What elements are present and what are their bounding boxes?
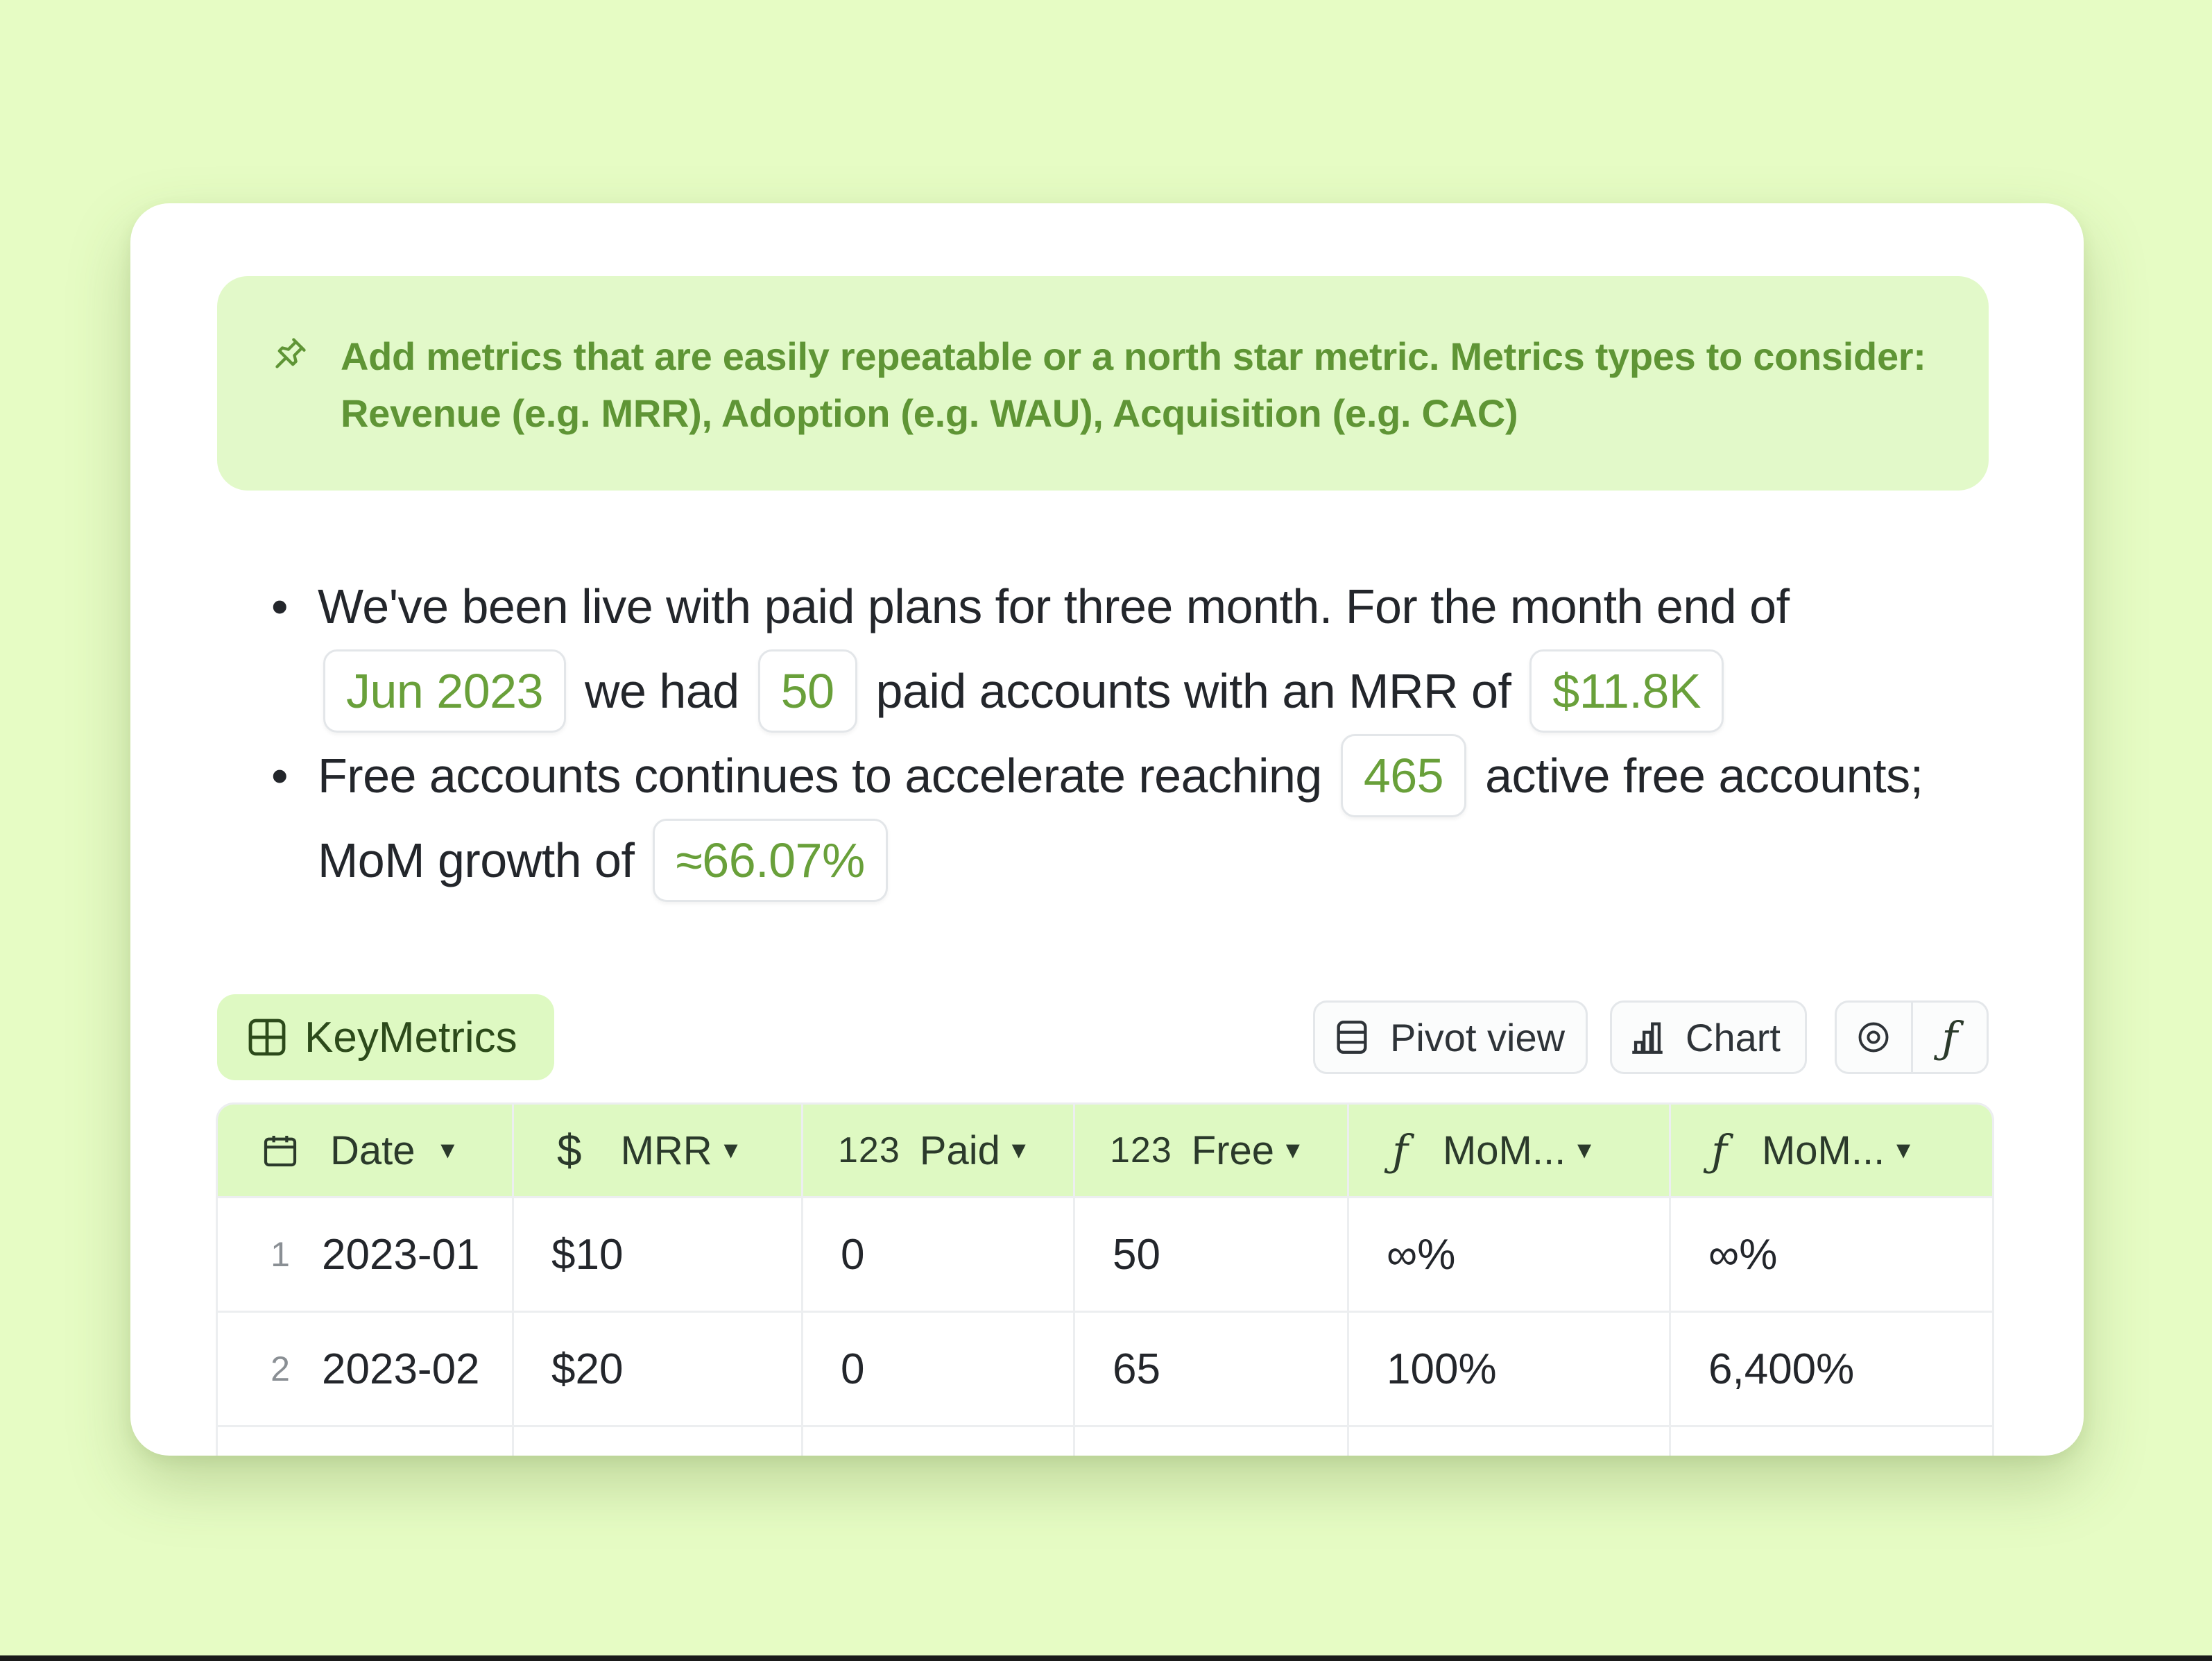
row-number: 2 (271, 1349, 290, 1388)
calendar-icon (264, 1136, 297, 1167)
chart-button[interactable]: Chart (1610, 1000, 1807, 1074)
mrr-cell[interactable]: $10 (512, 1198, 801, 1311)
visibility-button[interactable] (1837, 1003, 1911, 1072)
mom-1-cell[interactable] (1347, 1427, 1669, 1456)
summary-bullet-1: • We've been live with paid plans for th… (241, 564, 2003, 733)
formula-button[interactable]: ƒ (1910, 1003, 1987, 1072)
column-header-paid[interactable]: 123 Paid ▼ (801, 1105, 1073, 1196)
table-grid-icon (248, 1019, 286, 1056)
bar-chart-icon (1632, 1022, 1663, 1054)
table-row[interactable]: 2 2023-02 $20 0 65 100% 6,400% (218, 1311, 1992, 1425)
date-value: 2023-01 (322, 1230, 480, 1279)
summary-text: we had (585, 664, 739, 718)
column-header-label: MoM... (1442, 1127, 1566, 1173)
free-cell[interactable] (1073, 1427, 1347, 1456)
mrr-cell[interactable]: $20 (512, 1313, 801, 1425)
summary-text: active free accounts; (1485, 749, 1923, 803)
summary-text: Free accounts continues to accelerate re… (318, 749, 1322, 803)
mom-2-cell[interactable] (1669, 1427, 1992, 1456)
column-header-label: Free (1191, 1127, 1275, 1173)
table-name-label: KeyMetrics (305, 1013, 517, 1062)
mom-2-cell[interactable]: 6,400% (1669, 1313, 1992, 1425)
date-value: 2023-02 (322, 1345, 480, 1393)
mrr-chip[interactable]: $11.8K (1529, 649, 1724, 733)
mom-2-cell[interactable]: ∞% (1669, 1198, 1992, 1311)
summary-text: We've been live with paid plans for thre… (318, 579, 1790, 633)
column-header-free[interactable]: 123 Free ▼ (1073, 1105, 1347, 1196)
mom-1-cell[interactable]: 100% (1347, 1313, 1669, 1425)
bottom-edge (0, 1655, 2212, 1661)
table-name-tab[interactable]: KeyMetrics (217, 994, 554, 1080)
row-number: 1 (271, 1235, 290, 1274)
chevron-down-icon: ▼ (436, 1136, 460, 1164)
number-type-icon: 123 (1110, 1130, 1172, 1170)
free-count-chip[interactable]: 465 (1340, 734, 1467, 817)
function-icon: ƒ (1392, 1125, 1408, 1176)
column-header-mom-1[interactable]: ƒ MoM... ▼ (1347, 1105, 1669, 1196)
column-header-mom-2[interactable]: ƒ MoM... ▼ (1669, 1105, 1992, 1196)
column-header-label: MRR (620, 1127, 712, 1173)
callout: Add metrics that are easily repeatable o… (217, 276, 1989, 491)
function-icon: ƒ (1941, 1012, 1958, 1063)
month-chip[interactable]: Jun 2023 (323, 649, 567, 733)
metrics-table: Date ▼ $ MRR ▼ 123 Paid ▼ 123 Free ▼ ƒ M… (216, 1102, 1994, 1456)
mrr-cell[interactable] (512, 1427, 801, 1456)
pin-icon (275, 338, 306, 368)
pivot-icon (1337, 1021, 1367, 1054)
column-header-label: MoM... (1761, 1127, 1885, 1173)
date-cell[interactable] (218, 1427, 512, 1456)
function-icon: ƒ (1711, 1125, 1727, 1176)
chart-label: Chart (1686, 1015, 1781, 1059)
table-header: Date ▼ $ MRR ▼ 123 Paid ▼ 123 Free ▼ ƒ M… (218, 1105, 1992, 1196)
mom-1-cell[interactable]: ∞% (1347, 1198, 1669, 1311)
column-header-date[interactable]: Date ▼ (218, 1105, 512, 1196)
summary-bullet-2: • Free accounts continues to accelerate … (241, 733, 2003, 903)
paid-count-chip[interactable]: 50 (757, 649, 857, 733)
summary-list: • We've been live with paid plans for th… (241, 564, 2003, 903)
paid-cell[interactable]: 0 (801, 1198, 1073, 1311)
date-cell[interactable]: 1 2023-01 (218, 1198, 512, 1311)
free-cell[interactable]: 50 (1073, 1198, 1347, 1311)
eye-icon (1858, 1022, 1889, 1053)
callout-line-1: Add metrics that are easily repeatable o… (341, 334, 1926, 378)
table-row[interactable] (218, 1425, 1992, 1456)
pivot-view-label: Pivot view (1390, 1015, 1566, 1059)
bullet-dot: • (271, 749, 289, 803)
paid-cell[interactable] (801, 1427, 1073, 1456)
table-row[interactable]: 1 2023-01 $10 0 50 ∞% ∞% (218, 1196, 1992, 1311)
summary-text: paid accounts with an MRR of (875, 664, 1511, 718)
number-type-icon: 123 (838, 1130, 900, 1170)
summary-text: MoM growth of (318, 833, 635, 887)
bullet-dot: • (271, 579, 289, 633)
growth-chip[interactable]: ≈66.07% (653, 819, 888, 902)
document-card: Add metrics that are easily repeatable o… (130, 203, 2084, 1456)
column-header-label: Paid (919, 1127, 1000, 1173)
chevron-down-icon: ▼ (1281, 1136, 1305, 1164)
date-cell[interactable]: 2 2023-02 (218, 1313, 512, 1425)
chevron-down-icon: ▼ (1572, 1136, 1596, 1164)
pivot-view-button[interactable]: Pivot view (1313, 1000, 1588, 1074)
free-cell[interactable]: 65 (1073, 1313, 1347, 1425)
chevron-down-icon: ▼ (1892, 1136, 1915, 1164)
paid-cell[interactable]: 0 (801, 1313, 1073, 1425)
column-header-label: Date (330, 1127, 415, 1173)
dollar-icon: $ (557, 1125, 582, 1175)
view-options-group: ƒ (1835, 1000, 1989, 1074)
chevron-down-icon: ▼ (719, 1136, 743, 1164)
callout-text: Add metrics that are easily repeatable o… (341, 328, 1926, 442)
column-header-mrr[interactable]: $ MRR ▼ (512, 1105, 801, 1196)
chevron-down-icon: ▼ (1006, 1136, 1031, 1164)
callout-line-2: Revenue (e.g. MRR), Adoption (e.g. WAU),… (341, 391, 1518, 435)
